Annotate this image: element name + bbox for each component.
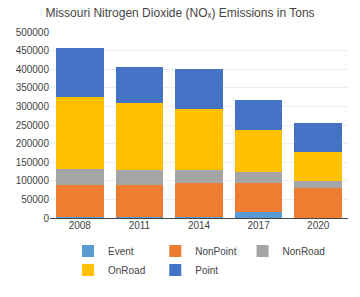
svg-text:Point: Point (195, 265, 218, 276)
svg-text:150000: 150000 (16, 157, 50, 168)
svg-text:Event: Event (108, 246, 134, 257)
svg-text:0: 0 (43, 213, 49, 224)
svg-text:2020: 2020 (307, 220, 330, 231)
svg-text:OnRoad: OnRoad (108, 265, 145, 276)
svg-text:450000: 450000 (16, 45, 50, 56)
svg-text:50000: 50000 (21, 194, 49, 205)
svg-text:500000: 500000 (16, 27, 50, 38)
svg-text:NonRoad: NonRoad (283, 246, 325, 257)
svg-text:350000: 350000 (16, 82, 50, 93)
svg-text:2008: 2008 (69, 220, 92, 231)
svg-text:2011: 2011 (129, 220, 151, 231)
svg-text:300000: 300000 (16, 101, 50, 112)
svg-text:250000: 250000 (16, 120, 50, 131)
svg-text:2014: 2014 (188, 220, 211, 231)
svg-text:Missouri Nitrogen Dioxide (NOₓ: Missouri Nitrogen Dioxide (NOₓ) Emission… (45, 6, 314, 20)
svg-text:400000: 400000 (16, 64, 50, 75)
svg-text:2017: 2017 (247, 220, 270, 231)
svg-text:NonPoint: NonPoint (195, 246, 236, 257)
svg-text:100000: 100000 (16, 175, 50, 186)
svg-text:200000: 200000 (16, 138, 50, 149)
